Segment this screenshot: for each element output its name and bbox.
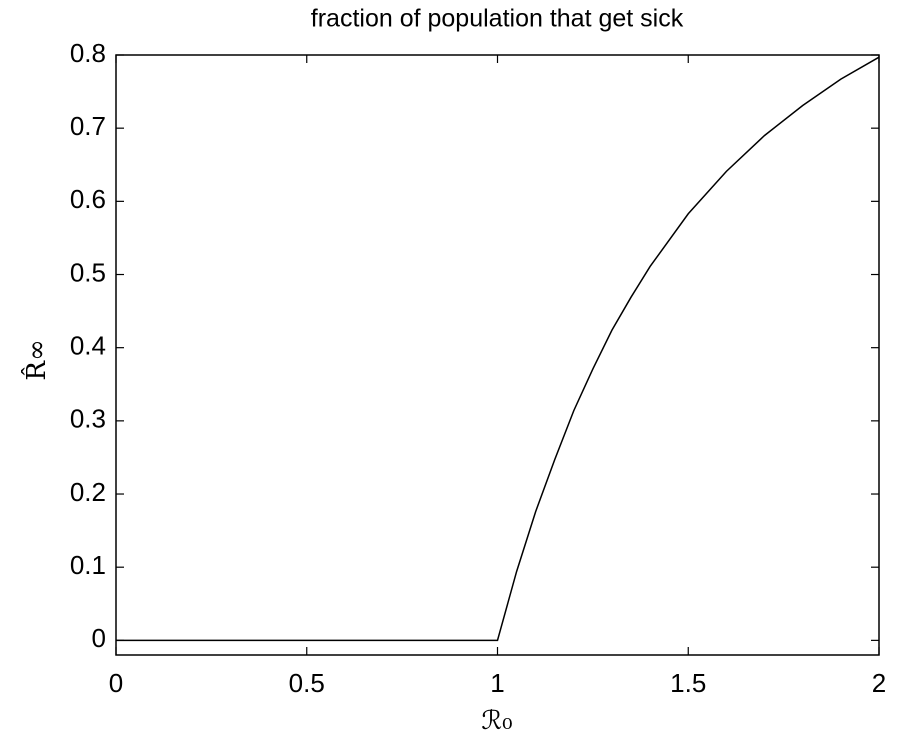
x-tick-label: 1 bbox=[490, 668, 504, 698]
y-tick-label: 0.8 bbox=[70, 38, 106, 68]
x-tick-label: 1.5 bbox=[670, 668, 706, 698]
y-tick-label: 0.6 bbox=[70, 184, 106, 214]
y-axis-label: R̂∞ bbox=[21, 339, 52, 380]
chart-title: fraction of population that get sick bbox=[311, 5, 684, 33]
x-tick-label: 0 bbox=[109, 668, 123, 698]
x-tick-label: 0.5 bbox=[289, 668, 325, 698]
data-line bbox=[116, 56, 880, 642]
y-tick-label: 0.2 bbox=[70, 477, 106, 507]
x-tick-label: 2 bbox=[872, 668, 886, 698]
x-axis-label: ℛ₀ bbox=[481, 706, 512, 736]
plot-frame bbox=[115, 54, 880, 656]
y-tick-label: 0.3 bbox=[70, 404, 106, 434]
y-tick-label: 0.4 bbox=[70, 331, 106, 361]
y-tick-label: 0.7 bbox=[70, 111, 106, 141]
y-tick-label: 0.1 bbox=[70, 550, 106, 580]
y-tick-label: 0 bbox=[92, 623, 106, 653]
y-tick-label: 0.5 bbox=[70, 257, 106, 287]
